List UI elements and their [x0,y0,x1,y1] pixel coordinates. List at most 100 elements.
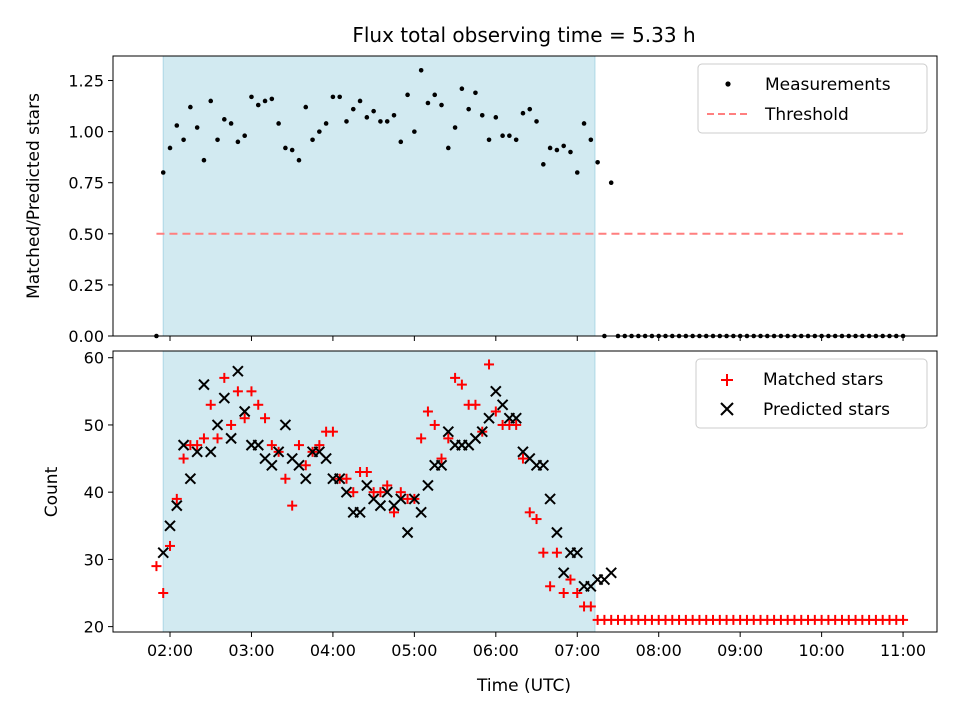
predicted-star-point [605,567,617,579]
predicted-star-point [510,412,522,424]
predicted-star-point [293,459,305,471]
predicted-star-point [422,479,434,492]
predicted-star-point [238,405,251,418]
x-tick-label: 03:00 [228,641,274,660]
measurement-point [276,121,281,126]
matched-star-point [253,399,264,410]
predicted-star-point [544,493,556,505]
x-tick-label: 08:00 [636,641,682,660]
matched-star-point [456,379,467,390]
predicted-star-point [171,499,183,512]
predicted-star-point [571,546,583,559]
predicted-star-point [490,385,502,398]
matched-star-point [361,467,372,478]
measurement-point [208,98,214,104]
bottom-data-marks [151,359,909,625]
measurement-point [493,115,499,120]
predicted-star-point [157,546,169,559]
matched-star-point [341,473,352,484]
legend-measurements-marker [725,81,731,87]
matched-star-point [470,399,481,410]
measurement-point [391,112,397,118]
measurement-point [527,106,533,112]
measurement-point [541,162,546,167]
predicted-star-point [320,452,332,465]
measurement-point [357,98,363,104]
measurement-point [174,123,180,128]
matched-star-point [246,386,257,397]
top-axis-ticks: 0.00 0.25 0.50 0.75 1.00 1.25 [68,72,904,346]
measurement-point [459,86,465,92]
predicted-star-point [266,459,278,471]
bottom-legend-box [695,358,928,429]
measurement-point [317,129,322,134]
matched-star-point [232,386,243,397]
x-tick-label: 06:00 [473,641,519,660]
measurement-point [547,145,553,151]
predicted-star-point [395,493,407,505]
predicted-star-point [442,425,455,438]
matched-star-point [158,588,169,599]
matched-star-point [484,359,495,370]
measurement-point [350,106,356,112]
x-tick-label: 11:00 [880,641,926,660]
measurement-point [181,137,186,143]
predicted-star-point [232,365,244,377]
matched-star-point [348,487,359,498]
measurement-point [242,133,247,139]
top-y-tick-label: 0.25 [68,276,104,295]
measurement-point [337,94,343,100]
top-y-tick-label: 0.50 [68,225,104,244]
matched-star-point [436,453,447,464]
bottom-axis-ticks: 20 30 40 50 60 02:00 03:00 04:00 05:00 06:00 07:00… [84,349,926,660]
predicted-star-point [415,506,427,519]
matched-star-point [226,419,237,430]
bottom-y-tick-label: 40 [84,483,104,502]
measurement-point [289,147,295,153]
measurement-point [323,121,329,126]
matched-star-point [443,433,454,444]
legend-measurements-label: Measurements [765,75,891,95]
measurement-point [446,145,451,151]
matched-star-point [266,440,277,451]
measurement-point [581,121,587,126]
predicted-star-point [381,486,393,498]
matched-star-point [327,426,338,437]
measurement-point [452,125,458,130]
matched-star-point [545,581,556,592]
top-y-tick-label: 0.75 [68,174,104,193]
measurement-point [473,90,478,96]
measurement-point [534,119,539,124]
measurement-point [486,137,492,143]
predicted-star-point [218,392,231,404]
observing-window-span [162,55,596,337]
matched-star-point [395,487,406,498]
matched-star-point [293,440,304,451]
top-legend: Measurements Threshold [697,63,928,134]
matched-star-point [192,440,203,451]
predicted-star-point [340,486,353,498]
matched-star-point [416,433,427,444]
measurement-point [344,119,349,124]
matched-star-point [490,406,501,417]
matched-star-point [314,440,325,451]
measurement-point [507,133,512,139]
top-axes-frame [112,55,938,337]
x-tick-label: 07:00 [554,641,600,660]
measurement-point [405,92,410,98]
measurement-point [330,94,336,100]
legend-predicted-label: Predicted stars [763,400,890,420]
predicted-star-point [551,526,563,539]
measurement-point [167,145,173,151]
predicted-star-point [476,425,488,438]
predicted-star-point [354,506,366,519]
predicted-star-point [177,439,190,451]
measurement-point [479,112,485,118]
matched-star-point [205,399,216,410]
top-y-tick-label: 1.25 [68,72,104,91]
measurement-point [418,68,424,73]
predicted-star-point [537,459,550,471]
matched-star-point [551,547,562,558]
matched-star-point [165,540,176,551]
